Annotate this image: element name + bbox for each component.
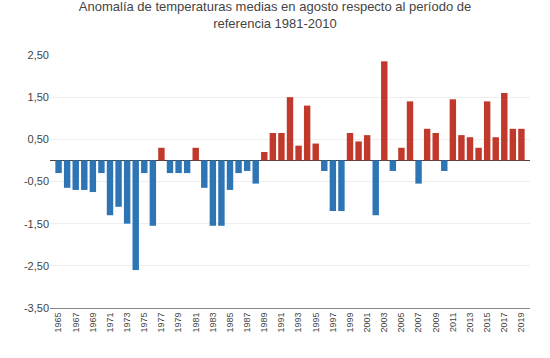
svg-text:2003: 2003 [379, 313, 389, 333]
svg-text:1981: 1981 [191, 313, 201, 333]
svg-text:2009: 2009 [431, 313, 441, 333]
svg-text:1969: 1969 [88, 313, 98, 333]
svg-text:1987: 1987 [242, 313, 252, 333]
svg-text:1995: 1995 [311, 313, 321, 333]
svg-text:1983: 1983 [208, 313, 218, 333]
svg-text:2011: 2011 [448, 313, 458, 332]
svg-text:1997: 1997 [328, 313, 338, 333]
svg-text:1993: 1993 [293, 313, 303, 333]
svg-text:1,50: 1,50 [28, 91, 49, 103]
svg-text:1971: 1971 [105, 313, 115, 333]
svg-text:-2,50: -2,50 [24, 260, 49, 272]
svg-text:1979: 1979 [173, 313, 183, 333]
svg-text:-0,50: -0,50 [24, 175, 49, 187]
svg-text:1985: 1985 [225, 313, 235, 333]
svg-text:2013: 2013 [465, 313, 475, 333]
svg-text:1973: 1973 [122, 313, 132, 333]
svg-text:2015: 2015 [482, 313, 492, 333]
svg-text:1975: 1975 [139, 313, 149, 333]
svg-text:-3,50: -3,50 [24, 302, 49, 314]
svg-text:Anomalía de temperaturas media: Anomalía de temperaturas medias en agost… [79, 0, 471, 31]
svg-text:1999: 1999 [345, 313, 355, 333]
svg-text:2005: 2005 [396, 313, 406, 333]
svg-text:2001: 2001 [362, 313, 372, 333]
svg-text:-1,50: -1,50 [24, 218, 49, 230]
svg-text:0,50: 0,50 [28, 133, 49, 145]
svg-text:2017: 2017 [499, 313, 509, 333]
svg-text:1965: 1965 [53, 313, 63, 333]
svg-text:1991: 1991 [276, 313, 286, 333]
svg-text:2019: 2019 [516, 313, 526, 333]
svg-text:1989: 1989 [259, 313, 269, 333]
svg-text:2,50: 2,50 [28, 49, 49, 61]
svg-text:1977: 1977 [156, 313, 166, 333]
svg-text:1967: 1967 [71, 313, 81, 333]
svg-text:2007: 2007 [413, 313, 423, 333]
